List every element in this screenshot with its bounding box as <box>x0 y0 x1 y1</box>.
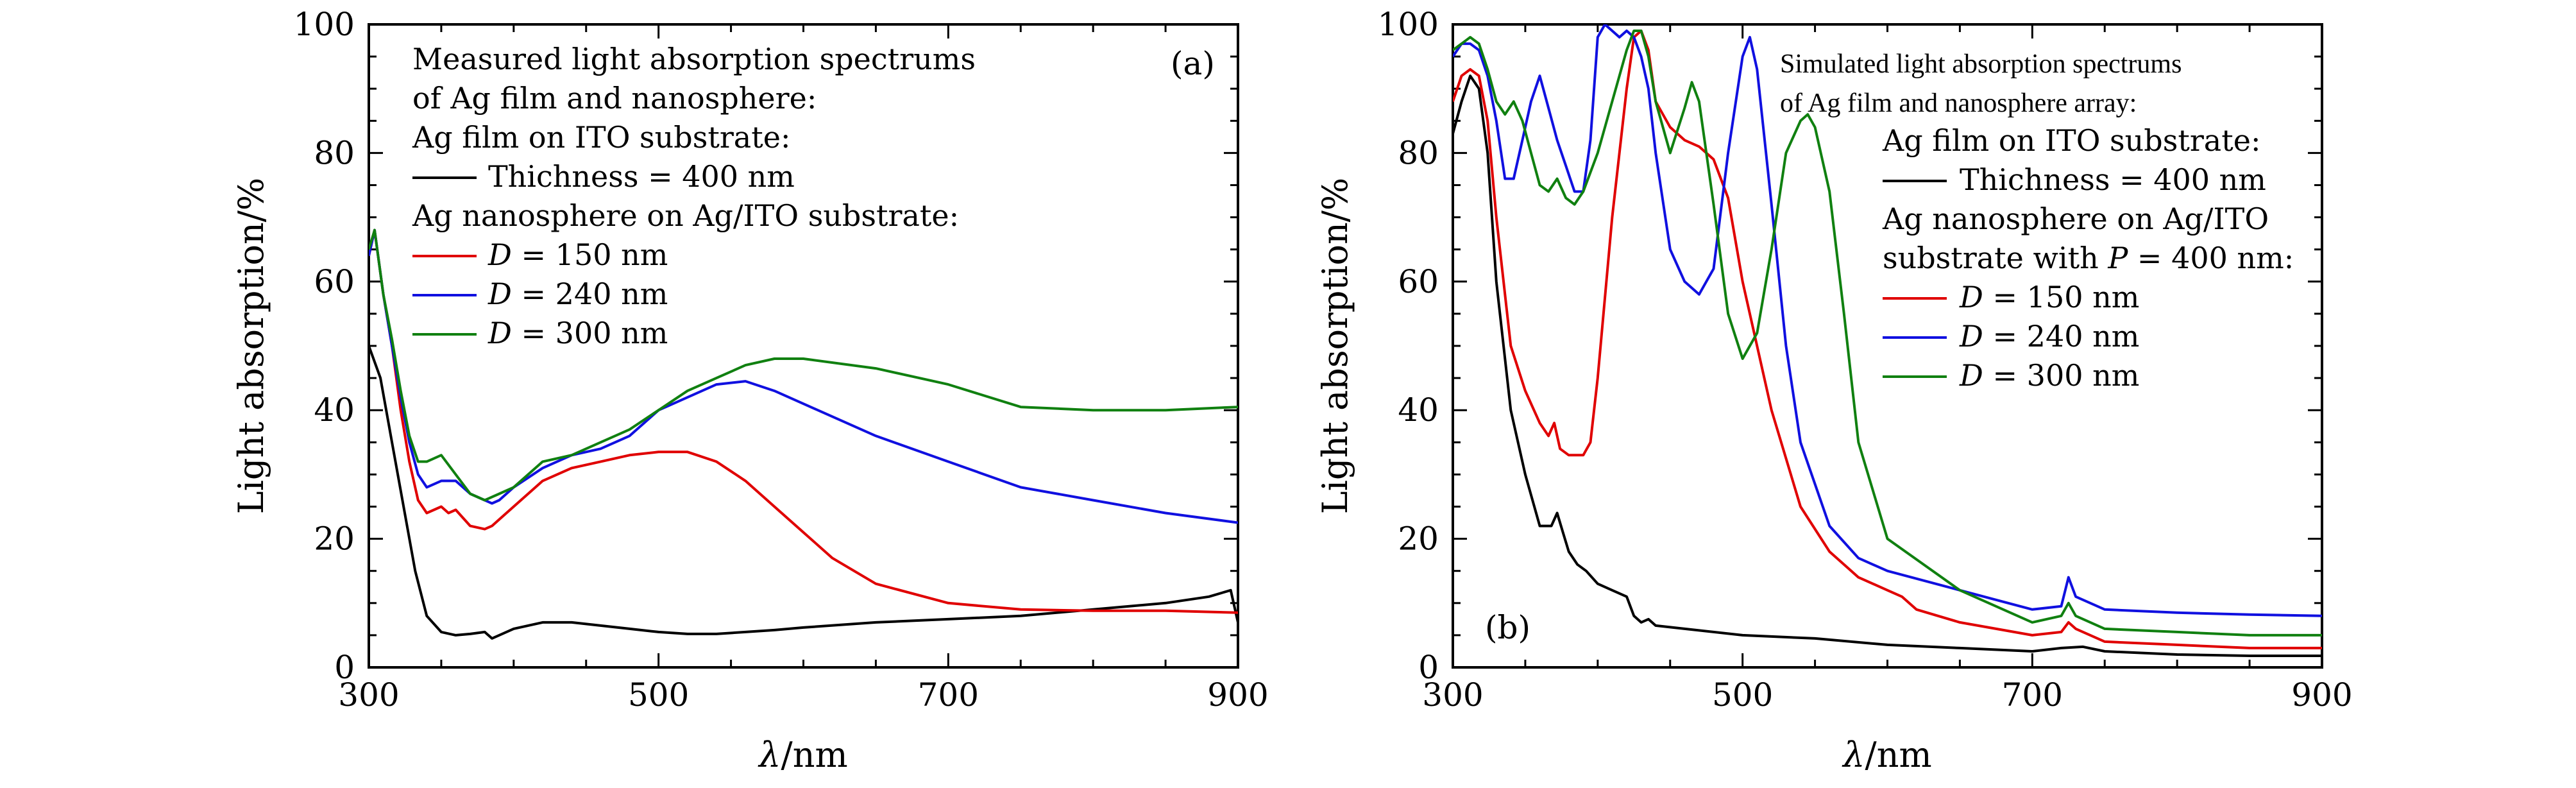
x-axis-title: λ/nm <box>1842 735 1931 775</box>
y-axis-title: Light absorption/% <box>1315 178 1355 514</box>
y-tick-label: 20 <box>314 520 355 558</box>
series-line-d300 <box>1453 30 2322 637</box>
legend-entry: D = 300 nm <box>487 316 668 350</box>
y-tick-label: 60 <box>314 263 355 300</box>
legend-entry: Ag film on ITO substrate: <box>1882 123 2260 158</box>
y-tick-label: 80 <box>314 134 355 171</box>
series-line-d150 <box>1453 30 2322 649</box>
legend-entry: D = 240 nm <box>1959 319 2139 354</box>
x-tick-label: 500 <box>628 676 689 714</box>
panel-label: (a) <box>1171 45 1215 82</box>
y-tick-label: 0 <box>1418 649 1439 686</box>
y-tick-label: 0 <box>334 649 355 686</box>
x-tick-label: 700 <box>2002 676 2063 714</box>
series-line-d240 <box>369 228 1238 524</box>
y-tick-label: 60 <box>1398 263 1439 300</box>
x-tick-label: 700 <box>918 676 979 714</box>
legend-entry: Ag film on ITO substrate: <box>412 120 790 155</box>
y-axis-title: Light absorption/% <box>231 178 271 514</box>
x-tick-label: 900 <box>2291 676 2352 714</box>
legend-entry: Ag nanosphere on Ag/ITO <box>1882 201 2269 236</box>
legend-entry: D = 150 nm <box>1959 280 2139 314</box>
x-tick-label: 300 <box>338 676 399 714</box>
legend-entry: D = 150 nm <box>487 237 668 272</box>
y-tick-label: 80 <box>1398 134 1439 171</box>
y-tick-label: 100 <box>294 6 355 43</box>
legend-entry: Thichness = 400 nm <box>488 159 795 194</box>
y-tick-label: 100 <box>1378 6 1439 43</box>
series-line-film <box>1453 74 2322 657</box>
x-tick-label: 900 <box>1207 676 1268 714</box>
series-line-d300 <box>369 228 1238 502</box>
x-tick-label: 300 <box>1422 676 1483 714</box>
y-tick-label: 40 <box>314 391 355 429</box>
legend-entry: Ag nanosphere on Ag/ITO substrate: <box>412 198 959 233</box>
legend-entry: D = 240 nm <box>487 277 668 311</box>
x-axis-title: λ/nm <box>758 735 847 775</box>
legend-entry: of Ag film and nanosphere: <box>412 81 817 116</box>
series-line-d150 <box>369 228 1238 614</box>
chart-panel-b: 300 500 700 900 0 20 40 60 80 100 λ/nm Light absorp… <box>1315 6 2353 775</box>
legend-entry: D = 300 nm <box>1959 358 2139 393</box>
legend-entry: substrate with P = 400 nm: <box>1883 241 2294 275</box>
x-tick-label: 500 <box>1712 676 1773 714</box>
y-tick-label: 40 <box>1398 391 1439 429</box>
y-tick-label: 20 <box>1398 520 1439 558</box>
legend-entry: Thichness = 400 nm <box>1960 162 2266 197</box>
legend-entry: Simulated light absorption spectrums <box>1780 49 2182 79</box>
legend-entry: Measured light absorption spectrums <box>412 42 976 76</box>
chart-panel-a: 300 500 700 900 0 20 40 60 80 100 λ/nm Light absorp… <box>231 6 1269 775</box>
series-line-film <box>369 345 1238 640</box>
panel-label: (b) <box>1485 609 1530 646</box>
legend-entry: of Ag film and nanosphere array: <box>1780 89 2137 118</box>
